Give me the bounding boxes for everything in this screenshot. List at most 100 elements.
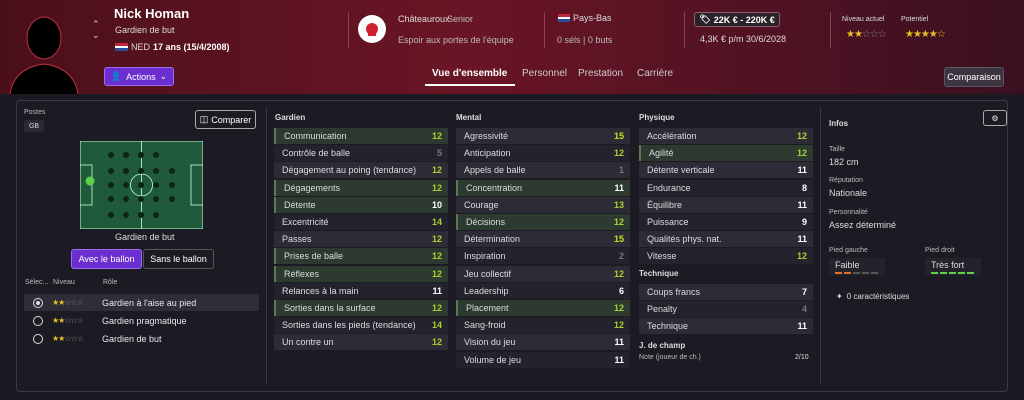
role-stars: ★★☆☆☆ xyxy=(52,298,84,307)
tab-personal[interactable]: Personnel xyxy=(522,68,568,79)
attribute-value: 13 xyxy=(613,199,624,210)
attribute-name: Appels de balle xyxy=(464,165,526,176)
role-radio[interactable] xyxy=(33,333,43,344)
attribute-row[interactable]: Réflexes 12 xyxy=(274,265,448,282)
actions-button[interactable]: 👤 Actions ⌄ xyxy=(104,67,174,86)
transfer-value-badge[interactable]: 🏷 22K € - 220K € xyxy=(694,12,780,27)
role-column-header: Rôle xyxy=(103,279,118,286)
right-foot-label: Pied droit xyxy=(925,247,955,254)
reputation-value: Nationale xyxy=(829,188,868,198)
attribute-row[interactable]: Un contre un 12 xyxy=(274,334,448,351)
attribute-row[interactable]: Jeu collectif 12 xyxy=(456,265,630,282)
attribute-row[interactable]: Penalty 4 xyxy=(639,301,813,318)
divider xyxy=(684,12,685,48)
attribute-row[interactable]: Sang-froid 12 xyxy=(456,317,630,334)
attribute-row[interactable]: Volume de jeu 11 xyxy=(456,351,630,368)
attribute-value: 12 xyxy=(431,234,442,245)
select-column-header: Sélec... xyxy=(25,279,49,286)
attribute-row[interactable]: Détermination 15 xyxy=(456,231,630,248)
attribute-row[interactable]: Équilibre 11 xyxy=(639,196,813,213)
attribute-row[interactable]: Accélération 12 xyxy=(639,128,813,144)
role-row[interactable]: ★★☆☆☆ Gardien à l'aise au pied xyxy=(24,294,259,311)
tab-performance[interactable]: Prestation xyxy=(578,68,624,79)
attribute-row[interactable]: Qualités phys. nat. 11 xyxy=(639,231,813,248)
player-age: 17 ans (15/4/2008) xyxy=(153,42,230,52)
role-name: Gardien de but xyxy=(102,333,162,344)
tab-career[interactable]: Carrière xyxy=(637,68,674,79)
height-value: 182 cm xyxy=(829,157,859,167)
attribute-row[interactable]: Leadership 6 xyxy=(456,282,630,299)
attribute-row[interactable]: Coups francs 7 xyxy=(639,284,813,300)
tab-overview[interactable]: Vue d'ensemble xyxy=(432,68,508,79)
with-ball-button[interactable]: Avec le ballon xyxy=(71,249,142,269)
right-foot-box: Très fort xyxy=(925,258,981,275)
attribute-row[interactable]: Agressivité 15 xyxy=(456,128,630,144)
attribute-row[interactable]: Dégagement au poing (tendance) 12 xyxy=(274,162,448,179)
right-foot-value: Très fort xyxy=(931,260,965,270)
attribute-name: Concentration xyxy=(466,182,523,193)
attribute-row[interactable]: Agilité 12 xyxy=(639,145,813,162)
attribute-name: Sorties dans les pieds (tendance) xyxy=(282,320,416,331)
role-radio[interactable] xyxy=(33,315,43,326)
attribute-name: Endurance xyxy=(647,182,691,193)
chevron-down-icon: ⌄ xyxy=(159,71,168,81)
attribute-row[interactable]: Passes 12 xyxy=(274,231,448,248)
attribute-name: Sorties dans la surface xyxy=(284,303,376,313)
role-row[interactable]: ★★☆☆☆ Gardien de but xyxy=(24,330,259,347)
attribute-row[interactable]: Prises de balle 12 xyxy=(274,248,448,265)
player-header: ⌃ ⌄ Nick Homan Gardien de but NED 17 ans… xyxy=(0,0,1024,94)
role-radio[interactable] xyxy=(33,297,43,308)
attribute-name: Jeu collectif xyxy=(464,268,512,279)
attribute-row[interactable]: Communication 12 xyxy=(274,128,448,144)
reputation-label: Réputation xyxy=(829,177,863,184)
club-name[interactable]: Châteauroux xyxy=(398,14,450,24)
tag-icon: 🏷 xyxy=(699,14,711,24)
attribute-name: Volume de jeu xyxy=(464,354,522,365)
attribute-row[interactable]: Inspiration 2 xyxy=(456,248,630,265)
attribute-value: 15 xyxy=(613,234,624,245)
attribute-row[interactable]: Placement 12 xyxy=(456,300,630,316)
attribute-row[interactable]: Contrôle de balle 5 xyxy=(274,145,448,162)
attribute-value: 14 xyxy=(431,320,442,331)
attribute-row[interactable]: Appels de balle 1 xyxy=(456,162,630,179)
attribute-name: Détermination xyxy=(464,234,521,245)
attribute-row[interactable]: Détente 10 xyxy=(274,196,448,213)
attribute-name: Communication xyxy=(284,131,347,141)
person-settings-icon[interactable]: ⚙ xyxy=(983,110,1007,126)
attribute-row[interactable]: Vitesse 12 xyxy=(639,248,813,265)
attribute-name: Excentricité xyxy=(282,217,329,227)
national-team-name[interactable]: Pays-Bas xyxy=(573,13,612,23)
compare-button[interactable]: ◫ Comparer xyxy=(195,110,256,129)
attribute-row[interactable]: Décisions 12 xyxy=(456,214,630,230)
attribute-row[interactable]: Vision du jeu 11 xyxy=(456,334,630,351)
comparison-button[interactable]: Comparaison xyxy=(944,67,1004,87)
attribute-row[interactable]: Endurance 8 xyxy=(639,179,813,196)
attribute-row[interactable]: Sorties dans la surface 12 xyxy=(274,300,448,316)
attribute-row[interactable]: Dégagements 12 xyxy=(274,179,448,196)
traits-row[interactable]: ✦ 0 caractéristiques xyxy=(836,292,909,301)
club-level: Senior xyxy=(447,14,474,24)
divider xyxy=(544,12,545,48)
attribute-row[interactable]: Technique 11 xyxy=(639,318,813,335)
attribute-value: 8 xyxy=(801,182,807,193)
attribute-value: 11 xyxy=(614,354,624,365)
attribute-row[interactable]: Excentricité 14 xyxy=(274,214,448,230)
attribute-row[interactable]: Anticipation 12 xyxy=(456,145,630,162)
attribute-row[interactable]: Détente verticale 11 xyxy=(639,162,813,179)
attribute-row[interactable]: Courage 13 xyxy=(456,196,630,213)
attribute-row[interactable]: Puissance 9 xyxy=(639,214,813,230)
next-player-icon[interactable]: ⌄ xyxy=(92,30,100,40)
attribute-value: 15 xyxy=(613,131,624,141)
previous-player-icon[interactable]: ⌃ xyxy=(92,19,100,29)
attribute-row[interactable]: Relances à la main 11 xyxy=(274,282,448,299)
attribute-name: Contrôle de balle xyxy=(282,148,351,159)
attribute-name: Sang-froid xyxy=(464,320,506,331)
attribute-name: Accélération xyxy=(647,131,697,141)
position-pitch[interactable] xyxy=(80,141,203,229)
without-ball-button[interactable]: Sans le ballon xyxy=(143,249,214,269)
role-stars: ★★☆☆☆ xyxy=(52,316,84,325)
attribute-row[interactable]: Concentration 11 xyxy=(456,179,630,196)
club-logo-icon[interactable] xyxy=(358,15,386,43)
role-row[interactable]: ★★☆☆☆ Gardien pragmatique xyxy=(24,312,259,329)
attribute-row[interactable]: Sorties dans les pieds (tendance) 14 xyxy=(274,317,448,334)
